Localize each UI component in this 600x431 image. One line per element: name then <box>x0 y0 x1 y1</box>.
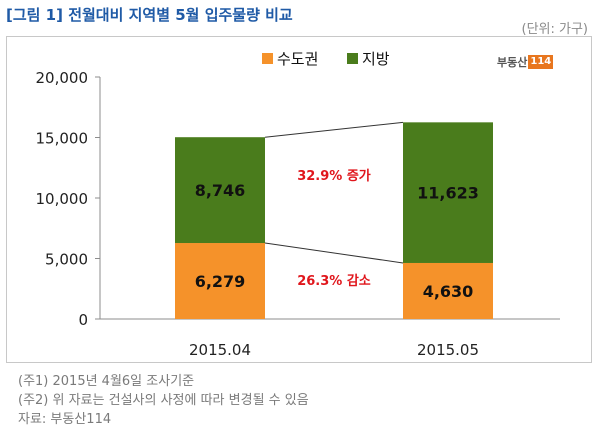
data-label: 4,630 <box>423 282 474 301</box>
unit-label: (단위: 가구) <box>521 22 589 37</box>
bar-regional-2015.04 <box>175 137 265 244</box>
legend-swatch <box>347 53 358 64</box>
figure-title: [그림 1] 전월대비 지역별 5월 입주물량 비교 <box>6 6 293 24</box>
connector-line-capital <box>264 242 404 264</box>
legend-swatch <box>262 53 273 64</box>
data-label: 8,746 <box>195 181 246 200</box>
legend-label: 수도권 <box>277 50 318 68</box>
connector-line-total <box>264 121 404 138</box>
y-tick-label: 5,000 <box>45 251 88 269</box>
footnote-2: (주2) 위 자료는 건설사의 사정에 따라 변경될 수 있음 <box>18 393 309 408</box>
y-tick-label: 15,000 <box>36 130 89 148</box>
x-tick-label: 2015.05 <box>417 341 479 359</box>
data-label: 11,623 <box>417 184 479 203</box>
data-label: 6,279 <box>195 272 246 291</box>
footnote-1: (주1) 2015년 4월6일 조사기준 <box>18 374 195 389</box>
annotation-increase: 32.9% 증가 <box>297 169 371 184</box>
brand-logo-number: 114 <box>528 55 554 69</box>
legend-label: 지방 <box>362 50 390 68</box>
bar-capital-2015.04 <box>175 243 265 319</box>
annotation-decrease: 26.3% 감소 <box>297 274 371 289</box>
y-tick-label: 0 <box>78 311 88 329</box>
footnote-source: 자료: 부동산114 <box>18 412 112 427</box>
y-tick-label: 10,000 <box>36 190 89 208</box>
brand-logo-text: 부동산 <box>497 56 528 69</box>
y-tick-label: 20,000 <box>36 69 89 87</box>
bar-capital-2015.05 <box>403 262 493 319</box>
chart-frame <box>6 36 592 363</box>
brand-logo: 부동산 114 <box>497 54 554 70</box>
x-tick-label: 2015.04 <box>189 341 251 359</box>
bar-regional-2015.05 <box>403 122 493 263</box>
